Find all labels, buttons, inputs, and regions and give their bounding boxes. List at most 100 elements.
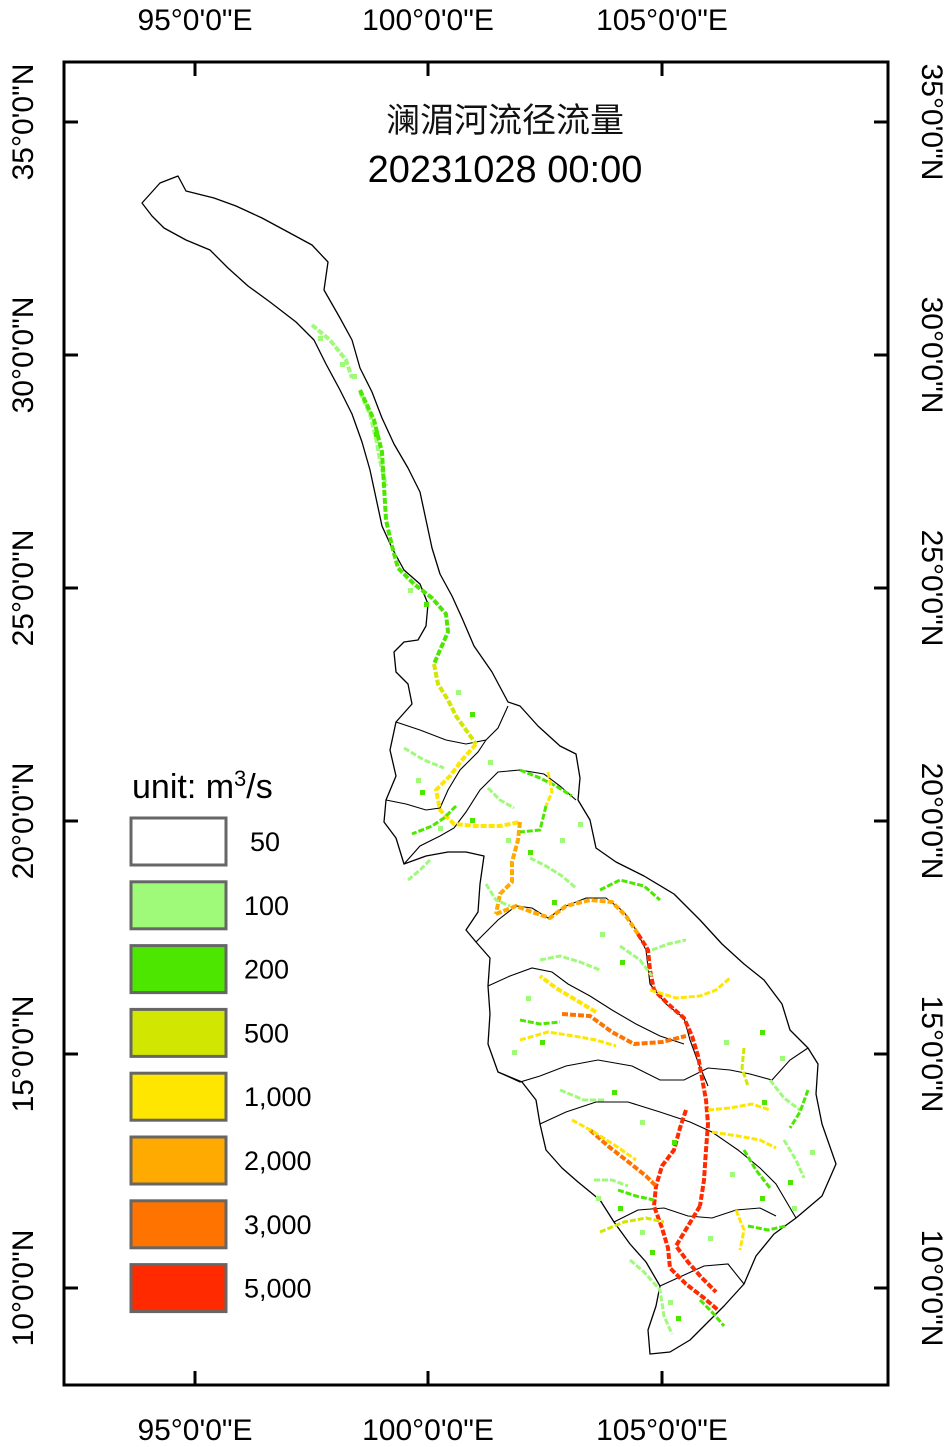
river-cell: [668, 1300, 673, 1305]
tick-marks: [64, 62, 888, 1385]
river-segment: [788, 1089, 810, 1129]
river-cell: [352, 374, 357, 379]
river-cell: [438, 826, 443, 831]
river-segment: [519, 768, 573, 798]
river-segment: [432, 663, 478, 746]
lat-label-right-25: 25°0'0"N: [915, 530, 948, 647]
river-cell: [620, 960, 625, 965]
river-cell: [512, 1050, 517, 1055]
legend-label: 100: [244, 891, 289, 921]
river-cell: [612, 1090, 617, 1095]
lat-label-left-30: 30°0'0"N: [7, 297, 40, 414]
river-cell: [420, 790, 425, 795]
river-cell: [408, 588, 413, 593]
river-segment: [711, 1130, 777, 1150]
river-segment: [538, 974, 598, 1014]
river-cell: [424, 602, 429, 607]
river-segment: [734, 1209, 746, 1251]
lat-label-left-15: 15°0'0"N: [7, 996, 40, 1113]
river-cell: [760, 1196, 765, 1201]
lat-label-right-35: 35°0'0"N: [915, 64, 948, 181]
river-cell: [526, 996, 531, 1001]
river-segment: [519, 805, 548, 834]
lat-label-left-20: 20°0'0"N: [7, 763, 40, 880]
legend-label: 500: [244, 1018, 289, 1048]
river-cell: [672, 1140, 677, 1145]
river-cell: [792, 1206, 797, 1211]
river-cell: [560, 838, 565, 843]
lon-label-bottom-100: 100°0'0"E: [362, 1414, 494, 1447]
lat-label-right-15: 15°0'0"N: [915, 996, 948, 1113]
river-segment: [544, 771, 554, 807]
legend-label: 50: [250, 827, 280, 857]
legend-swatch: [129, 1071, 228, 1122]
legend-swatch: [129, 1135, 228, 1186]
legend-label: 2,000: [244, 1146, 312, 1176]
river-cell: [540, 1040, 545, 1045]
river-segment: [403, 746, 445, 770]
river-cell: [318, 336, 323, 341]
river-cell: [552, 900, 557, 905]
river-segment: [782, 1139, 806, 1179]
river-segment: [599, 1216, 665, 1234]
river-network: [310, 323, 815, 1335]
river-cell: [600, 932, 605, 937]
river-segment: [594, 1178, 629, 1188]
river-cell: [470, 818, 475, 823]
lon-label-top-100: 100°0'0"E: [362, 4, 494, 37]
lon-label-top-95: 95°0'0"E: [137, 4, 252, 37]
river-segment: [652, 1109, 720, 1312]
legend-label: 200: [244, 955, 289, 985]
river-segment: [619, 944, 654, 977]
lat-label-left-25: 25°0'0"N: [7, 530, 40, 647]
river-segment: [617, 1188, 655, 1202]
river-segment: [740, 1047, 750, 1087]
river-cell: [724, 1040, 729, 1045]
river-cell: [788, 1180, 793, 1185]
river-segment: [495, 898, 640, 936]
river-segment: [411, 804, 458, 836]
river-segment: [358, 389, 450, 665]
river-segment: [571, 1118, 637, 1162]
river-cell: [470, 712, 475, 717]
river-cell: [760, 1030, 765, 1035]
legend-swatch: [129, 944, 228, 995]
legend-label: 3,000: [244, 1210, 312, 1240]
river-cell: [708, 1236, 713, 1241]
map-title: 澜湄河流径流量: [386, 101, 624, 141]
river-segment: [588, 1128, 658, 1188]
river-segment: [539, 954, 601, 972]
legend-label: 5,000: [244, 1274, 312, 1304]
river-cell: [578, 822, 583, 827]
river-segment: [407, 858, 432, 882]
river-segment: [529, 856, 577, 890]
lat-label-right-20: 20°0'0"N: [915, 763, 948, 880]
lat-label-right-30: 30°0'0"N: [915, 297, 948, 414]
legend: unit: m3/s 50 100 200 500 1,000 2,000 3,000 5,0…: [129, 766, 312, 1314]
river-segment: [494, 821, 522, 915]
river-segment: [484, 883, 511, 908]
lon-label-bottom-95: 95°0'0"E: [137, 1414, 252, 1447]
river-cell: [650, 1250, 655, 1255]
river-cell: [640, 1120, 645, 1125]
river-segment: [561, 1012, 687, 1046]
lon-label-top-105: 105°0'0"E: [596, 4, 728, 37]
river-segment: [486, 786, 515, 810]
river-cell: [528, 850, 533, 855]
river-cell: [618, 1206, 623, 1211]
river-segment: [519, 1030, 617, 1048]
map-frame: [62, 60, 890, 1387]
river-cell: [506, 838, 511, 843]
river-segment: [698, 1298, 726, 1327]
river-cell: [780, 1056, 785, 1061]
river-cell: [810, 1150, 815, 1155]
river-cell: [488, 760, 493, 765]
legend-swatch: [129, 1263, 228, 1314]
river-segment: [747, 1224, 787, 1232]
river-cell: [730, 1172, 735, 1177]
river-segment: [559, 1088, 604, 1102]
river-segment: [651, 938, 687, 952]
river-segment: [674, 1204, 718, 1294]
river-segment: [519, 1018, 561, 1026]
